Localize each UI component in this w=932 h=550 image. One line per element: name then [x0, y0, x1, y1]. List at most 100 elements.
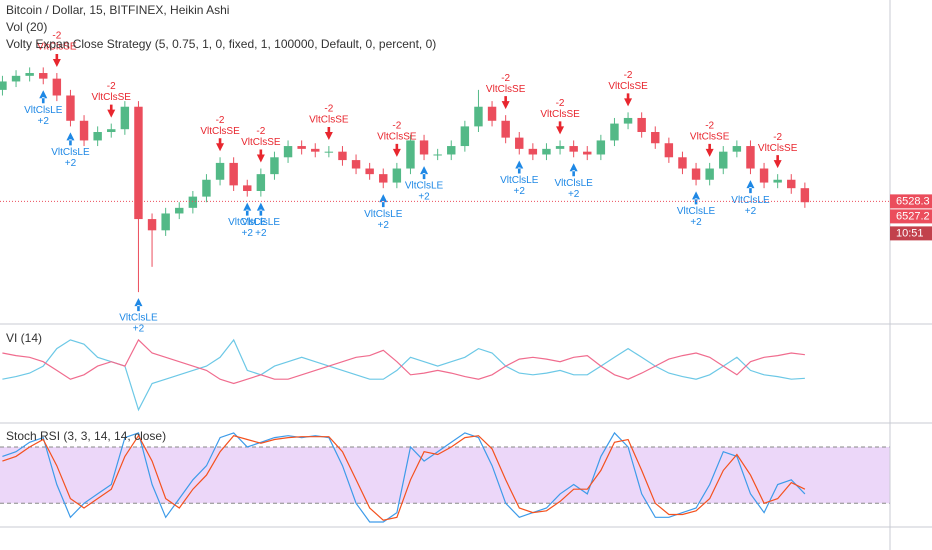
band-fill — [0, 446, 890, 504]
short-signal-label: VltClsSE — [37, 42, 77, 53]
candle-body — [229, 162, 238, 186]
price-box-label: 6528.3 — [896, 195, 930, 207]
long-signal-arrow — [39, 90, 48, 104]
candle-body — [11, 75, 21, 82]
candle-body — [0, 81, 7, 90]
candle-body — [732, 146, 742, 152]
candle-body — [610, 123, 619, 141]
grid — [0, 446, 890, 504]
candle-body — [433, 154, 442, 156]
short-signal-qty: -2 — [624, 70, 633, 81]
candle-body — [583, 151, 592, 155]
candle-body — [515, 137, 524, 149]
short-signal-label: VltClsSE — [92, 92, 132, 103]
candle-body — [39, 73, 48, 79]
candle-body — [501, 120, 510, 138]
short-signal-qty: -2 — [556, 98, 565, 109]
short-signal-label: VltClsSE — [241, 137, 281, 148]
long-signal-label: VltClsLE — [405, 181, 444, 192]
long-signal-arrow — [515, 160, 524, 174]
short-signal-arrow — [501, 96, 510, 110]
candle-body — [474, 106, 483, 127]
candle-body — [66, 95, 75, 121]
candle-body — [596, 140, 606, 155]
long-signal-arrow — [66, 132, 75, 146]
long-signal-arrow — [134, 298, 143, 312]
candle-body — [800, 188, 810, 203]
volume-title: Vol (20) — [6, 20, 47, 34]
candle-body — [379, 174, 388, 183]
long-signal-arrow — [379, 194, 388, 208]
candle-body — [79, 120, 89, 141]
short-signal-arrow — [107, 104, 116, 118]
marks: VltClsSE-2VltClsSE-2VltClsSE-2VltClsSE-2… — [0, 31, 890, 523]
long-signal-qty: +2 — [690, 217, 702, 228]
indicator-line — [2, 431, 806, 523]
short-signal-label: VltClsSE — [377, 132, 417, 143]
short-signal-label: VltClsSE — [486, 84, 526, 95]
candle-body — [270, 157, 279, 175]
short-signal-arrow — [392, 143, 401, 157]
short-signal-arrow — [216, 138, 225, 152]
candle-body — [623, 117, 633, 124]
long-signal-label: VltClsLE — [51, 147, 90, 158]
short-signal-label: VltClsSE — [200, 126, 240, 137]
price-box — [890, 194, 932, 209]
short-signal-arrow — [556, 121, 565, 135]
long-signal-qty: +2 — [568, 189, 580, 200]
long-signal-arrow — [692, 191, 701, 205]
candle-body — [528, 148, 538, 155]
short-signal-qty: -2 — [501, 73, 510, 84]
short-signal-qty: -2 — [773, 132, 782, 143]
candle-body — [256, 174, 266, 191]
candle-body — [134, 106, 143, 220]
candle-body — [773, 179, 782, 183]
candle-body — [419, 140, 429, 155]
vi-title: VI (14) — [6, 331, 42, 345]
long-signal-label: VltClsLE — [731, 195, 770, 206]
short-signal-arrow — [324, 127, 333, 141]
candle-body — [107, 129, 116, 133]
candle-body — [392, 168, 402, 183]
candle-body — [555, 146, 565, 149]
candle-body — [460, 126, 470, 147]
long-signal-qty: +2 — [745, 206, 757, 217]
long-signal-label: VltClsLE — [554, 178, 593, 189]
short-signal-label: VltClsSE — [608, 81, 648, 92]
candle-body — [759, 168, 769, 183]
short-signal-arrow — [773, 155, 782, 169]
candle-body — [351, 160, 361, 169]
candle-body — [283, 146, 293, 158]
long-signal-qty: +2 — [255, 228, 267, 239]
indicator-line — [2, 338, 805, 412]
candle-body — [297, 146, 306, 149]
short-signal-qty: -2 — [392, 121, 401, 132]
short-signal-arrow — [52, 54, 61, 68]
price-box-label: 6527.2 — [896, 210, 930, 222]
long-signal-qty: +2 — [38, 116, 50, 127]
candle-body — [311, 148, 320, 152]
short-signal-qty: -2 — [324, 104, 333, 115]
candle-body — [338, 151, 347, 161]
long-signal-arrow — [569, 163, 578, 177]
stoch-title: Stoch RSI (3, 3, 14, 14, close) — [6, 429, 166, 443]
long-signal-label: VltClsLE — [24, 105, 63, 116]
candle-body — [678, 157, 687, 169]
candle-body — [243, 185, 252, 191]
short-signal-arrow — [256, 149, 265, 163]
candle-body — [175, 207, 184, 214]
candle-body — [120, 106, 130, 130]
long-signal-label: VltClsLE — [500, 175, 539, 186]
long-signal-qty: +2 — [418, 192, 430, 203]
indicator-line — [2, 338, 805, 385]
short-signal-qty: -2 — [52, 31, 61, 42]
short-signal-label: VltClsSE — [690, 132, 730, 143]
candle-body — [406, 140, 415, 169]
long-signal-arrow — [256, 202, 265, 216]
short-signal-arrow — [624, 93, 633, 107]
short-signal-label: VltClsSE — [309, 115, 349, 126]
short-signal-label: VltClsSE — [758, 143, 798, 154]
candle-body — [25, 73, 34, 76]
short-signal-arrow — [705, 143, 714, 157]
